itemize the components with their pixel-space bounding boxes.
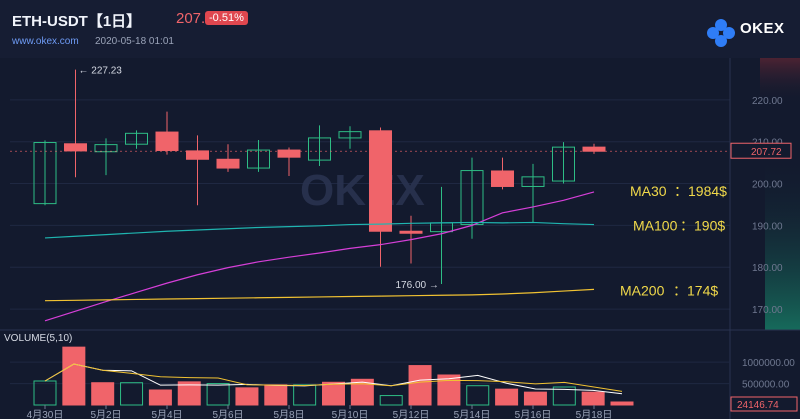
brand-logo: OKEX xyxy=(740,20,785,37)
volume-title: VOLUME(5,10) xyxy=(4,333,72,344)
ma100-line xyxy=(44,221,595,239)
site-link[interactable]: www.okex.com xyxy=(12,36,79,47)
candle-body xyxy=(125,132,148,145)
y-tick-label: 220.00 xyxy=(752,96,783,107)
last-volume-tag xyxy=(730,396,798,412)
snapshot-date: 2020-05-18 01:01 xyxy=(95,36,174,47)
volume-bar xyxy=(264,384,288,406)
volume-bar xyxy=(437,374,461,406)
candle-body xyxy=(64,143,87,152)
candle-body xyxy=(552,146,575,182)
y-tick-label: 180.00 xyxy=(752,263,783,274)
volume-bar xyxy=(322,381,345,406)
volume-bar xyxy=(120,382,144,406)
x-tick-label: 5月16日 xyxy=(515,409,552,419)
ma30-line xyxy=(44,191,595,322)
candle-body xyxy=(369,130,392,232)
last-volume-tag-text: 24146.74 xyxy=(737,400,779,411)
volume-tick-label: 500000.00 xyxy=(742,380,790,391)
low-annotation: 176.00 → xyxy=(396,280,439,291)
volume-bar xyxy=(610,401,634,406)
candle-body xyxy=(94,144,118,153)
candle-body xyxy=(308,137,331,161)
price-change-badge: -0.51% xyxy=(205,11,248,25)
candle-body xyxy=(582,146,606,152)
volume-bar xyxy=(552,386,576,406)
volume-bar xyxy=(33,380,57,406)
volume-bar xyxy=(206,383,230,406)
volume-bar xyxy=(581,391,605,406)
x-tick-label: 5月2日 xyxy=(90,409,121,419)
y-tick-label: 200.00 xyxy=(752,180,783,191)
volume-bar xyxy=(466,385,490,406)
ma100-label-value: ：190$ xyxy=(680,218,725,234)
candle-body xyxy=(155,131,179,151)
okex-logo-icon xyxy=(707,19,735,47)
depth-buy-area xyxy=(765,151,800,330)
volume-bar xyxy=(495,388,519,406)
candle-body xyxy=(33,142,57,205)
x-tick-label: 5月14日 xyxy=(454,409,491,419)
ma100-label-name: MA100 xyxy=(633,218,678,234)
volume-bar xyxy=(91,382,115,406)
volume-tick-label: 1000000.00 xyxy=(742,358,795,369)
ma200-line xyxy=(44,288,595,302)
candle-body xyxy=(460,170,484,226)
last-price-tag-text: 207.72 xyxy=(751,147,782,158)
y-tick-label: 170.00 xyxy=(752,305,783,316)
volume-bar xyxy=(379,395,403,406)
depth-sell-area xyxy=(760,58,800,152)
candle-body xyxy=(399,230,423,234)
x-tick-label: 5月12日 xyxy=(393,409,430,419)
x-tick-label: 5月10日 xyxy=(332,409,369,419)
pair-title: ETH-USDT【1日】 xyxy=(12,13,142,30)
candle-body xyxy=(216,158,240,169)
watermark-text: OKEX xyxy=(300,166,425,215)
ma200-label-name: MA200 xyxy=(620,282,665,298)
volume-bar xyxy=(408,365,432,406)
volume-ma10-line xyxy=(44,363,623,392)
candle-body xyxy=(521,176,545,187)
x-tick-label: 5月6日 xyxy=(212,409,243,419)
volume-bar xyxy=(177,381,201,406)
x-tick-label: 5月8日 xyxy=(273,409,304,419)
volume-bar xyxy=(350,378,374,406)
x-tick-label: 5月4日 xyxy=(151,409,182,419)
volume-bar xyxy=(235,387,259,406)
candle-body xyxy=(277,149,301,158)
ma30-label-value: ：1984$ xyxy=(674,183,727,199)
candle-body xyxy=(491,170,514,187)
ma200-label-value: ：174$ xyxy=(673,282,718,298)
y-tick-label: 190.00 xyxy=(752,221,783,232)
volume-bar xyxy=(523,391,547,406)
candle-body xyxy=(186,150,209,160)
high-annotation: ← 227.23 xyxy=(79,66,123,77)
last-price-tag xyxy=(730,142,792,159)
volume-bar xyxy=(293,384,317,406)
x-tick-label: 5月18日 xyxy=(576,409,613,419)
volume-bar xyxy=(62,346,86,406)
volume-bar xyxy=(148,389,172,406)
x-tick-label: 4月30日 xyxy=(27,409,64,419)
chart-header: ETH-USDT【1日】 207.72 -0.51% www.okex.com … xyxy=(0,0,800,58)
candle-body xyxy=(247,149,270,169)
candle-body xyxy=(338,131,362,139)
ma30-label-name: MA30 xyxy=(630,183,667,199)
